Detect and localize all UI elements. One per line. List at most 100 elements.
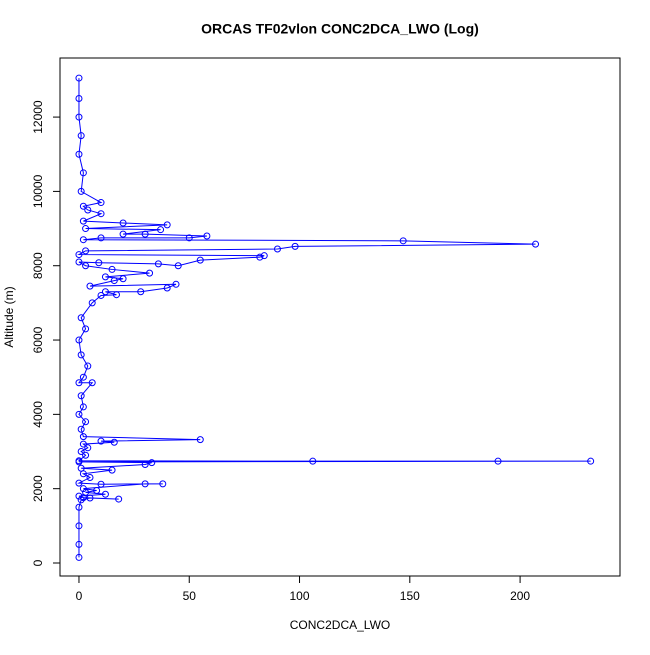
data-point	[97, 480, 105, 488]
y-tick-label: 12000	[31, 100, 45, 134]
x-axis-label: CONC2DCA_LWO	[290, 618, 390, 632]
data-point	[97, 437, 105, 445]
data-point	[163, 284, 171, 292]
data-point	[291, 242, 299, 250]
y-tick-label: 10000	[31, 174, 45, 208]
chart-title: ORCAS TF02vlon CONC2DCA_LWO (Log)	[201, 21, 479, 37]
data-point	[79, 433, 87, 441]
data-point	[77, 425, 85, 433]
data-point	[75, 113, 83, 121]
data-point	[97, 199, 105, 207]
data-line	[77, 78, 591, 558]
data-point	[95, 259, 103, 267]
data-point	[399, 237, 407, 245]
data-point	[185, 234, 193, 242]
x-tick-label: 50	[183, 589, 197, 603]
data-point	[532, 240, 540, 248]
data-point	[174, 262, 182, 270]
data-point	[75, 74, 83, 82]
data-point	[196, 256, 204, 264]
data-point	[82, 325, 90, 333]
y-tick-label: 6000	[31, 326, 45, 353]
data-point	[79, 236, 87, 244]
data-point	[110, 438, 118, 446]
x-tick-label: 200	[510, 589, 530, 603]
data-point	[75, 540, 83, 548]
data-point	[82, 262, 90, 270]
data-point	[119, 275, 127, 283]
data-point	[79, 485, 87, 493]
data-point	[84, 206, 92, 214]
data-point	[77, 132, 85, 140]
data-point	[79, 403, 87, 411]
data-point	[79, 217, 87, 225]
data-point	[77, 392, 85, 400]
y-tick-label: 0	[31, 559, 45, 566]
data-point	[112, 291, 120, 299]
data-point	[146, 269, 154, 277]
data-point	[75, 553, 83, 561]
data-point	[75, 379, 83, 387]
y-tick-label: 2000	[31, 475, 45, 502]
data-point	[256, 253, 264, 261]
data-point	[75, 479, 83, 487]
data-point	[587, 457, 595, 465]
data-point	[97, 210, 105, 218]
data-point	[75, 503, 83, 511]
data-point	[273, 245, 281, 253]
data-point	[88, 379, 96, 387]
data-point	[93, 487, 101, 495]
data-point	[82, 225, 90, 233]
data-point	[141, 480, 149, 488]
data-point	[86, 474, 94, 482]
data-point	[119, 230, 127, 238]
data-point	[82, 418, 90, 426]
data-point	[75, 251, 83, 259]
data-point	[77, 187, 85, 195]
data-point	[141, 230, 149, 238]
data-point	[75, 457, 83, 465]
x-tick-label: 0	[76, 589, 83, 603]
data-point	[137, 288, 145, 296]
data-point	[260, 252, 268, 260]
data-point	[141, 461, 149, 469]
data-point	[309, 457, 317, 465]
data-point	[159, 480, 167, 488]
data-point	[97, 291, 105, 299]
data-point	[101, 273, 109, 281]
data-point	[172, 280, 180, 288]
y-axis-label: Altitude (m)	[2, 286, 16, 347]
data-point	[82, 488, 90, 496]
data-point	[84, 362, 92, 370]
y-tick-label: 4000	[31, 401, 45, 428]
data-point	[84, 444, 92, 452]
y-tick-label: 8000	[31, 252, 45, 279]
data-point	[110, 277, 118, 285]
data-point	[494, 457, 502, 465]
data-point	[101, 490, 109, 498]
data-point	[82, 247, 90, 255]
data-point	[77, 464, 85, 472]
data-point	[82, 451, 90, 459]
data-point	[75, 336, 83, 344]
x-tick-label: 150	[400, 589, 420, 603]
data-point	[86, 494, 94, 502]
data-point	[203, 232, 211, 240]
data-point	[79, 169, 87, 177]
data-point	[77, 448, 85, 456]
data-point	[163, 221, 171, 229]
data-point	[108, 265, 116, 273]
data-point	[148, 459, 156, 467]
data-point	[75, 95, 83, 103]
data-point	[75, 410, 83, 418]
data-point	[79, 440, 87, 448]
data-point	[97, 234, 105, 242]
plot-frame	[59, 57, 621, 577]
data-point	[88, 299, 96, 307]
data-point	[75, 258, 83, 266]
data-point	[77, 496, 85, 504]
data-point	[77, 351, 85, 359]
data-point	[75, 150, 83, 158]
data-point	[101, 288, 109, 296]
